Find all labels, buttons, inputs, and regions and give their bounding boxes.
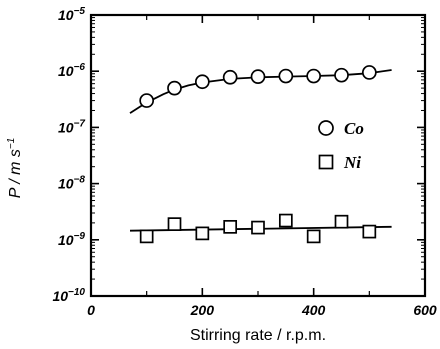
plot-border (89, 13, 427, 298)
y-tick-label: 10−10 (52, 287, 85, 304)
marker-ni (223, 219, 238, 234)
y-axis-title-exponent: −1 (6, 138, 17, 149)
marker-co (334, 67, 349, 83)
y-tick-exponent: −9 (74, 231, 86, 242)
marker-ni (334, 214, 349, 229)
x-axis: 0 200 400 600 (87, 15, 437, 318)
marker-ni (195, 226, 210, 241)
legend-label-co: Co (344, 119, 364, 138)
x-tick-label: 600 (413, 302, 437, 318)
y-tick-base: 10 (58, 119, 74, 135)
legend-marker-ni (318, 154, 334, 170)
x-tick-label: 0 (87, 302, 95, 318)
y-tick-base: 10 (58, 176, 74, 192)
marker-co (222, 69, 238, 85)
marker-ni (167, 217, 182, 231)
y-tick-base: 10 (58, 63, 74, 79)
marker-co (250, 69, 266, 84)
y-tick-label: 10−9 (58, 231, 85, 248)
x-tick-label: 400 (301, 302, 326, 318)
y-tick-exponent: −6 (74, 62, 86, 73)
y-tick-base: 10 (52, 288, 68, 304)
marker-co (278, 68, 294, 84)
x-axis-title: Stirring rate / r.p.m. (190, 327, 326, 344)
plot-frame (89, 13, 427, 298)
y-tick-label: 10−5 (58, 6, 85, 23)
y-axis-title-main: P / m s (7, 149, 24, 198)
y-tick-base: 10 (58, 232, 74, 248)
marker-co (361, 65, 377, 80)
y-tick-exponent: −8 (74, 175, 86, 186)
marker-co (194, 74, 210, 90)
y-tick-label: 10−6 (58, 62, 85, 79)
legend: Co Ni (318, 119, 364, 172)
data-markers (139, 65, 377, 244)
marker-co (167, 80, 182, 96)
marker-ni (362, 224, 377, 239)
y-tick-label: 10−7 (58, 118, 85, 135)
x-tick-label: 200 (190, 302, 215, 318)
marker-ni (278, 213, 293, 228)
marker-co (139, 93, 155, 108)
y-tick-exponent: −5 (74, 6, 86, 17)
y-axis-title: P / m s−1 (6, 138, 24, 199)
marker-ni (251, 220, 265, 235)
marker-ni (139, 229, 154, 244)
y-tick-base: 10 (58, 7, 74, 23)
legend-label-ni: Ni (343, 153, 361, 172)
marker-co (306, 68, 322, 84)
y-tick-label: 10−8 (58, 175, 85, 192)
y-tick-exponent: −10 (68, 287, 85, 298)
y-tick-exponent: −7 (74, 118, 86, 129)
marker-ni (306, 229, 321, 244)
fit-lines (129, 69, 392, 232)
legend-marker-co (318, 120, 334, 136)
